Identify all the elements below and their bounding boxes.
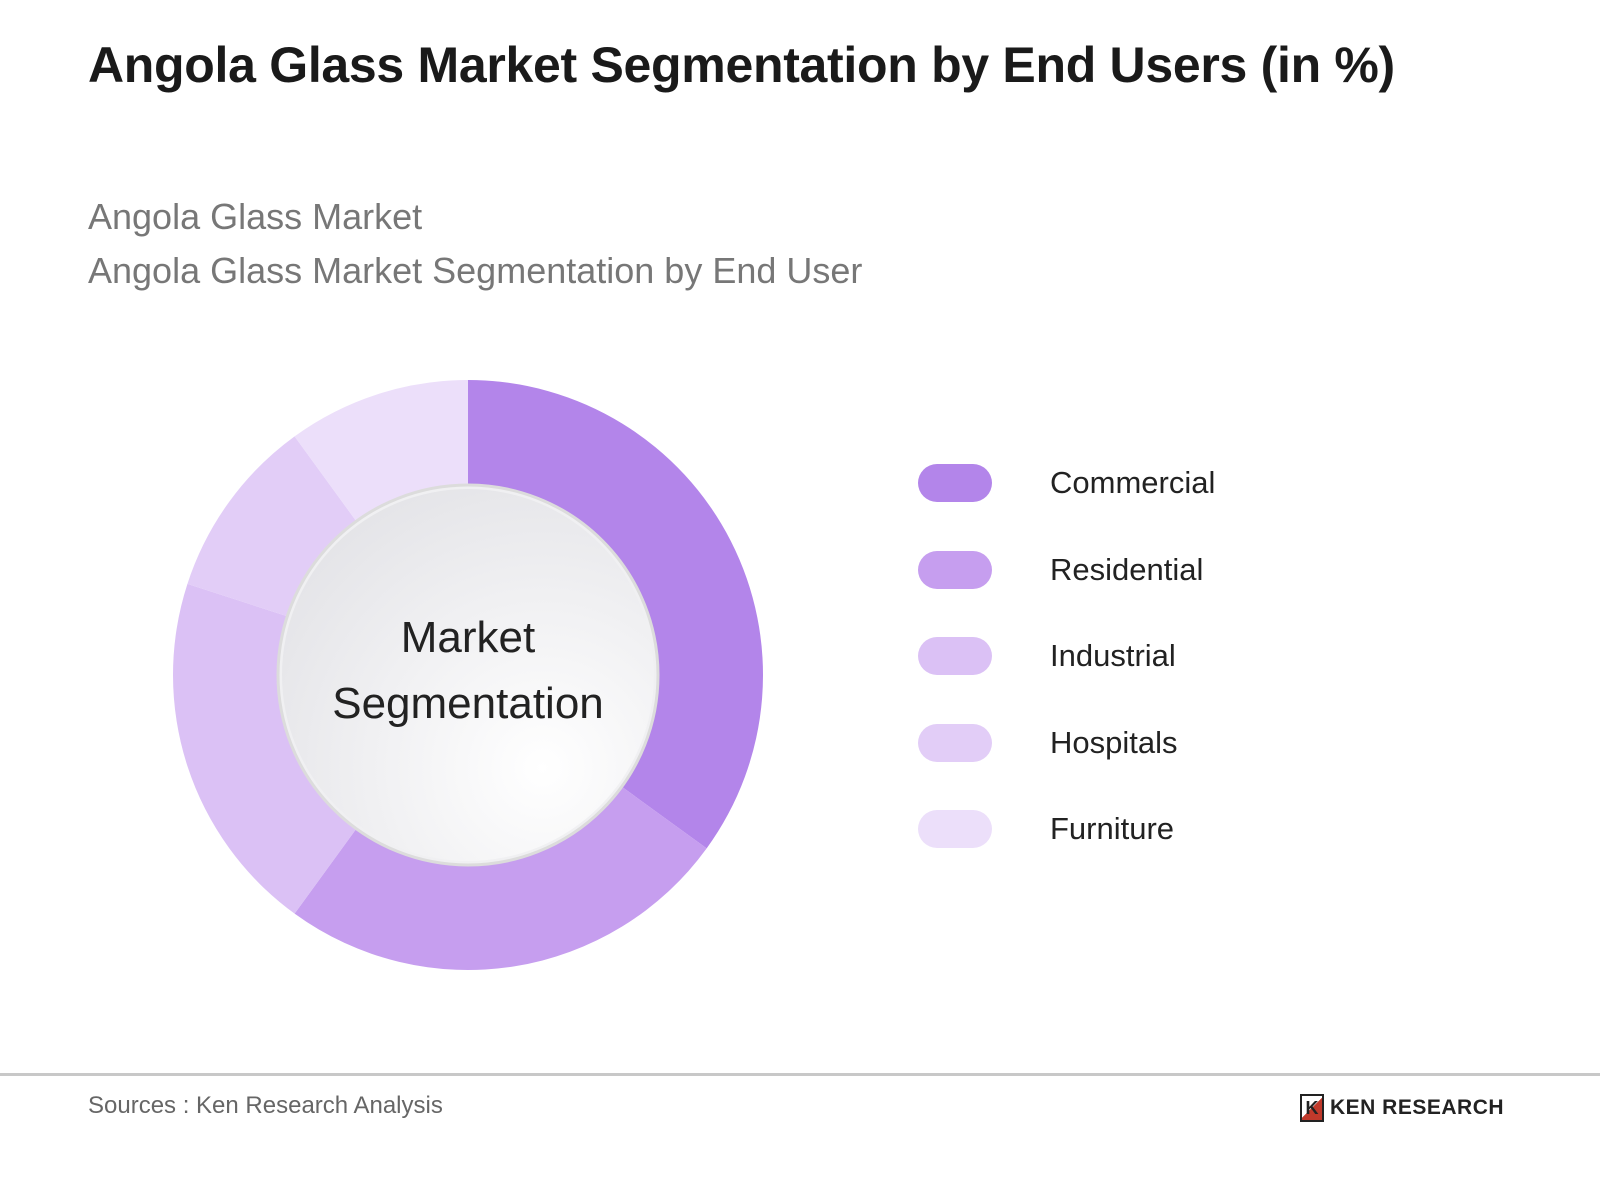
center-label-line-1: Market bbox=[400, 613, 536, 662]
legend-item-residential: Residential bbox=[918, 550, 1203, 590]
legend-label: Hospitals bbox=[1050, 725, 1178, 760]
subtitle-segmentation: Angola Glass Market Segmentation by End … bbox=[88, 250, 863, 291]
slice-industrial bbox=[173, 583, 380, 914]
legend-item-hospitals: Hospitals bbox=[918, 723, 1178, 763]
legend-label: Industrial bbox=[1050, 638, 1176, 673]
footer-divider bbox=[0, 1073, 1600, 1076]
subtitle-market: Angola Glass Market bbox=[88, 196, 423, 237]
legend-item-commercial: Commercial bbox=[918, 463, 1215, 503]
legend-swatch bbox=[918, 724, 992, 762]
donut-hole-fill bbox=[282, 489, 654, 861]
logo-text: KEN RESEARCH bbox=[1330, 1096, 1505, 1119]
ken-research-logo: K KEN RESEARCH bbox=[1300, 1094, 1504, 1122]
legend-swatch bbox=[918, 551, 992, 589]
legend-swatch bbox=[918, 637, 992, 675]
chart-title: Angola Glass Market Segmentation by End … bbox=[88, 37, 1395, 93]
legend-item-furniture: Furniture bbox=[918, 809, 1174, 849]
source-note: Sources : Ken Research Analysis bbox=[88, 1092, 443, 1119]
logo-k-icon: K bbox=[1300, 1094, 1324, 1122]
legend-label: Residential bbox=[1050, 552, 1204, 587]
center-label-line-2: Segmentation bbox=[332, 679, 604, 728]
legend-item-industrial: Industrial bbox=[918, 636, 1176, 676]
legend-label: Commercial bbox=[1050, 465, 1216, 500]
legend-swatch bbox=[918, 464, 992, 502]
legend-swatch bbox=[918, 810, 992, 848]
legend-label: Furniture bbox=[1050, 811, 1175, 846]
